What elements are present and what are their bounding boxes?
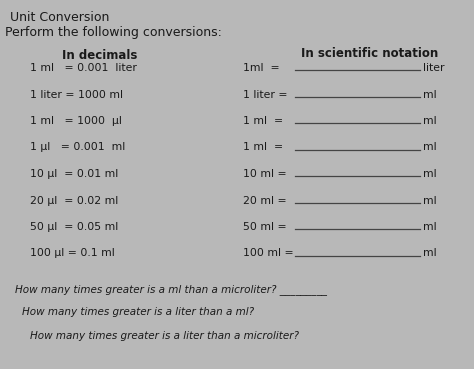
Text: How many times greater is a liter than a ml?: How many times greater is a liter than a… [22,307,254,317]
Text: 100 ml =: 100 ml = [243,248,293,259]
Text: 100 μl = 0.1 ml: 100 μl = 0.1 ml [30,248,115,259]
Text: 1 ml   = 0.001  liter: 1 ml = 0.001 liter [30,63,137,73]
Text: 1 ml   = 1000  μl: 1 ml = 1000 μl [30,116,122,126]
Text: ml: ml [423,196,437,206]
Text: ml: ml [423,90,437,100]
Text: 1 μl   = 0.001  ml: 1 μl = 0.001 ml [30,142,125,152]
Text: ml: ml [423,116,437,126]
Text: 10 μl  = 0.01 ml: 10 μl = 0.01 ml [30,169,118,179]
Text: In scientific notation: In scientific notation [301,47,438,60]
Text: 1 liter =: 1 liter = [243,90,288,100]
Text: Perform the following conversions:: Perform the following conversions: [5,26,222,39]
Text: ml: ml [423,142,437,152]
Text: liter: liter [423,63,445,73]
Text: 1 liter = 1000 ml: 1 liter = 1000 ml [30,90,123,100]
Text: 50 ml =: 50 ml = [243,222,287,232]
Text: How many times greater is a liter than a microliter?: How many times greater is a liter than a… [30,331,299,341]
Text: ml: ml [423,248,437,259]
Text: ml: ml [423,169,437,179]
Text: 1 ml  =: 1 ml = [243,116,283,126]
Text: 50 μl  = 0.05 ml: 50 μl = 0.05 ml [30,222,118,232]
Text: 20 ml =: 20 ml = [243,196,287,206]
Text: 20 μl  = 0.02 ml: 20 μl = 0.02 ml [30,196,118,206]
Text: Unit Conversion: Unit Conversion [10,11,109,24]
Text: 1ml  =: 1ml = [243,63,280,73]
Text: ml: ml [423,222,437,232]
Text: 1 ml  =: 1 ml = [243,142,283,152]
Text: 10 ml =: 10 ml = [243,169,287,179]
Text: In decimals: In decimals [62,49,137,62]
Text: How many times greater is a ml than a microliter? _________: How many times greater is a ml than a mi… [15,284,327,295]
